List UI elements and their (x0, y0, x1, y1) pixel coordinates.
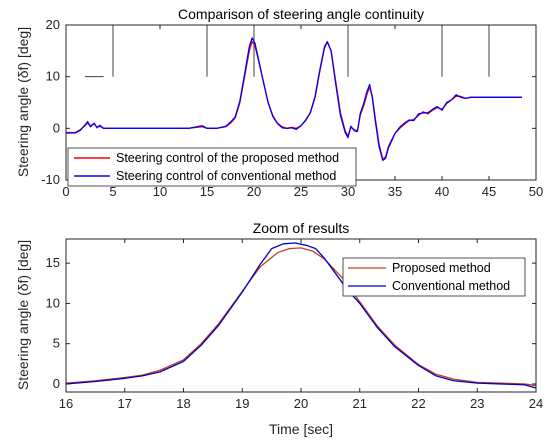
bottom-x-tick-label: 22 (411, 396, 425, 411)
bottom-x-tick-label: 24 (529, 396, 543, 411)
top-chart-title: Comparison of steering angle continuity (178, 6, 424, 22)
bottom-x-tick-label: 20 (294, 396, 308, 411)
top-x-tick-label: 40 (435, 184, 449, 199)
bottom-chart-title: Zoom of results (253, 220, 349, 236)
bottom-y-axis-label: Steering angle (δf) [deg] (15, 240, 31, 390)
top-x-tick-label: 20 (247, 184, 261, 199)
top-y-axis-label: Steering angle (δf) [deg] (15, 27, 31, 177)
bottom-x-tick-label: 16 (59, 396, 73, 411)
top-legend-box (67, 147, 357, 187)
top-y-tick-label: 20 (46, 17, 60, 32)
bottom-y-tick-label: 5 (53, 336, 60, 351)
top-x-tick-label: 50 (529, 184, 543, 199)
top-x-tick-label: 25 (294, 184, 308, 199)
bottom-legend-label-proposed: Proposed method (392, 261, 491, 275)
bottom-legend-label-conventional: Conventional method (392, 279, 510, 293)
bottom-y-tick-label: 15 (46, 255, 60, 270)
bottom-x-tick-label: 18 (176, 396, 190, 411)
top-y-tick-label: -10 (41, 172, 60, 187)
bottom-x-tick-label: 19 (235, 396, 249, 411)
bottom-x-tick-label: 17 (118, 396, 132, 411)
bottom-chart-panel: Zoom of results 16 17 18 19 20 21 22 23 24 0 5 10 15… (15, 220, 543, 437)
top-series-line-conventional (66, 37, 522, 162)
top-x-tick-label: 0 (62, 184, 69, 199)
top-y-tick-label: 0 (53, 120, 60, 135)
bottom-y-tick-label: 0 (53, 376, 60, 391)
bottom-series-line-conventional (65, 242, 537, 389)
bottom-legend-box (342, 257, 526, 297)
top-x-tick-label: 10 (153, 184, 167, 199)
top-x-tick-label: 5 (109, 184, 116, 199)
bottom-x-axis-label: Time [sec] (269, 421, 333, 437)
top-legend-label-conventional: Steering control of conventional method (116, 169, 336, 183)
bottom-legend: Proposed method Conventional method (342, 257, 526, 297)
top-y-tick-label: 10 (46, 69, 60, 84)
top-legend-label-proposed: Steering control of the proposed method (116, 151, 339, 165)
bottom-plot-frame (65, 238, 537, 393)
top-x-tick-label: 15 (200, 184, 214, 199)
top-legend: Steering control of the proposed method … (67, 147, 357, 187)
top-x-tick-label: 45 (482, 184, 496, 199)
bottom-x-tick-label: 23 (470, 396, 484, 411)
bottom-y-tick-label: 10 (46, 295, 60, 310)
top-x-tick-label: 35 (388, 184, 402, 199)
top-x-tick-label: 30 (341, 184, 355, 199)
top-chart-panel: Comparison of steering angle continuity … (15, 6, 543, 199)
bottom-x-tick-label: 21 (353, 396, 367, 411)
bottom-series-line-proposed (65, 247, 537, 387)
